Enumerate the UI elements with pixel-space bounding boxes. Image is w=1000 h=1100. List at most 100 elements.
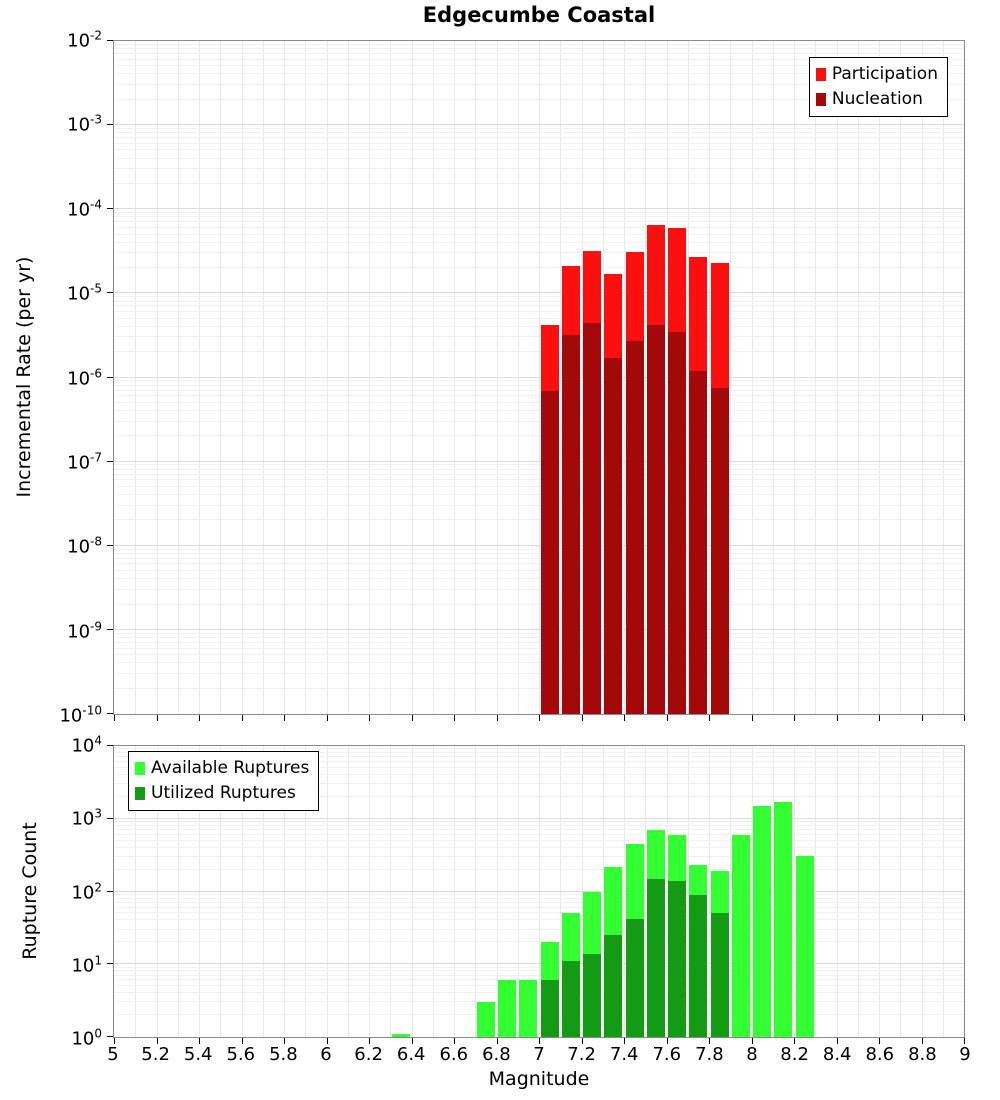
- h-gridline-minor: [114, 142, 964, 144]
- h-gridline-minor: [114, 970, 964, 972]
- v-gridline: [199, 41, 200, 714]
- h-gridline-minor: [114, 979, 964, 981]
- h-gridline-minor: [114, 494, 964, 496]
- x-tick-mark: [454, 1038, 455, 1044]
- h-gridline-major: [114, 376, 964, 378]
- nucleation-bar: [625, 341, 644, 714]
- v-gridline: [517, 41, 519, 714]
- legend-rate: Participation Nucleation: [808, 57, 948, 117]
- h-gridline-minor: [114, 300, 964, 302]
- y-tick-mark: [107, 460, 113, 462]
- h-gridline-minor: [114, 773, 964, 775]
- v-gridline: [411, 746, 413, 1037]
- utilized-ruptures-bar: [668, 880, 687, 1037]
- x-tick-mark: [794, 715, 795, 721]
- x-tick-label: 8.6: [865, 1044, 895, 1065]
- v-gridline: [836, 746, 838, 1037]
- v-gridline: [794, 746, 795, 1037]
- x-tick-label: 6: [320, 1044, 332, 1065]
- h-gridline-minor: [114, 632, 964, 634]
- x-tick-label: 6.2: [354, 1044, 383, 1065]
- v-gridline: [879, 41, 880, 714]
- y-tick-mark: [107, 628, 113, 630]
- legend-label-available-ruptures: Available Ruptures: [151, 758, 310, 778]
- v-gridline: [730, 746, 732, 1037]
- h-gridline-minor: [114, 149, 964, 151]
- v-gridline: [687, 746, 689, 1037]
- utilized-ruptures-bar: [710, 913, 729, 1037]
- available-ruptures-bar: [753, 805, 772, 1037]
- h-gridline-minor: [114, 479, 964, 481]
- v-gridline: [156, 746, 158, 1037]
- v-gridline: [730, 41, 732, 714]
- h-gridline-minor: [114, 966, 964, 968]
- v-gridline: [602, 41, 604, 714]
- y-axis-label-count: Rupture Count: [19, 822, 41, 960]
- h-gridline-minor: [114, 941, 964, 943]
- v-gridline: [432, 746, 434, 1037]
- y-tick-mark: [107, 208, 113, 210]
- v-gridline: [411, 41, 413, 714]
- h-gridline-minor: [114, 829, 964, 831]
- v-gridline: [241, 746, 243, 1037]
- legend-label-participation: Participation: [831, 64, 938, 84]
- utilized-ruptures-bar: [604, 935, 623, 1037]
- h-gridline-minor: [114, 603, 964, 605]
- v-gridline: [199, 746, 200, 1037]
- v-gridline: [454, 41, 455, 714]
- x-tick-label: 5.8: [269, 1044, 298, 1065]
- x-tick-mark: [624, 1038, 625, 1044]
- v-gridline: [539, 746, 540, 1037]
- h-gridline-minor: [114, 761, 964, 763]
- available-ruptures-bar: [476, 1002, 495, 1037]
- v-gridline: [220, 746, 222, 1037]
- h-gridline-minor: [114, 928, 964, 930]
- x-tick-label: 9: [959, 1044, 971, 1065]
- h-gridline-minor: [114, 241, 964, 243]
- y-tick-label: 10-2: [67, 28, 102, 52]
- y-tick-mark: [107, 963, 113, 965]
- v-gridline: [560, 746, 562, 1037]
- x-axis-ticks: 5 5.2 5.4 5.6 5.8 6 6.2 6.4 6.6 6.8 7 7.2 7.4 7.6 7.8 8…: [107, 1044, 970, 1066]
- x-tick-mark: [624, 715, 625, 721]
- v-gridline: [666, 41, 668, 714]
- h-gridline-major: [114, 124, 964, 126]
- v-gridline: [220, 41, 222, 714]
- x-tick-mark: [114, 1038, 115, 1044]
- legend-count: Available Ruptures Utilized Ruptures: [128, 751, 320, 811]
- v-gridline: [390, 41, 392, 714]
- y-tick-label: 10-8: [67, 534, 102, 558]
- x-tick-mark: [921, 715, 923, 721]
- v-gridline: [326, 746, 328, 1037]
- x-tick-mark: [666, 1038, 668, 1044]
- nucleation-bar: [604, 358, 623, 714]
- y-tick-mark: [107, 713, 113, 714]
- v-gridline: [772, 746, 774, 1037]
- h-gridline-minor: [114, 53, 964, 55]
- v-gridline: [177, 41, 179, 714]
- x-tick-label: 7.2: [567, 1044, 596, 1065]
- v-gridline: [135, 41, 137, 714]
- h-gridline-minor: [114, 919, 964, 921]
- x-tick-mark: [496, 715, 498, 721]
- x-tick-mark: [454, 715, 455, 721]
- v-gridline: [347, 41, 349, 714]
- v-gridline: [262, 41, 264, 714]
- y-tick-label: 10-7: [67, 450, 102, 474]
- v-gridline: [857, 41, 859, 714]
- x-tick-label: 8: [746, 1044, 758, 1065]
- x-tick-label: 7.8: [695, 1044, 724, 1065]
- y-tick-mark: [107, 817, 113, 819]
- v-gridline: [241, 41, 243, 714]
- y-tick-label: 10-4: [67, 197, 102, 221]
- h-gridline-major: [114, 292, 964, 294]
- nucleation-bar: [540, 390, 559, 714]
- v-gridline: [751, 746, 753, 1037]
- h-gridline-major: [114, 628, 964, 630]
- h-gridline-minor: [114, 662, 964, 664]
- h-gridline-minor: [114, 783, 964, 785]
- h-gridline-minor: [114, 226, 964, 228]
- h-gridline-minor: [114, 395, 964, 397]
- chart-title: Edgecumbe Coastal: [422, 3, 656, 27]
- available-ruptures-bar: [391, 1033, 410, 1037]
